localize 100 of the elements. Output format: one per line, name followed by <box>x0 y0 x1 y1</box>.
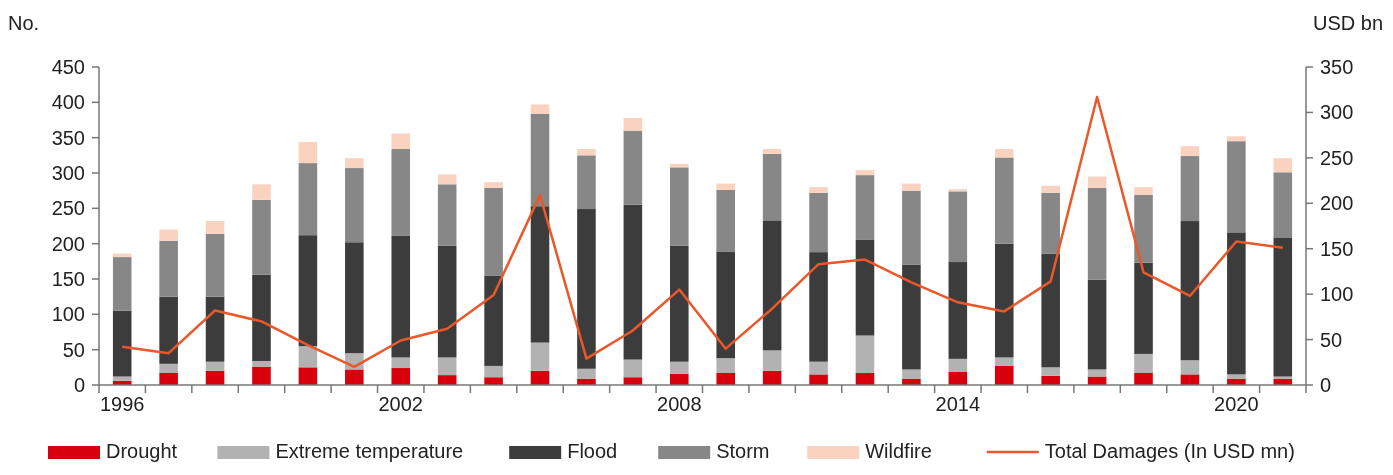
bar <box>948 262 968 359</box>
bar <box>577 368 596 379</box>
y2-tick-label: 200 <box>1320 192 1354 215</box>
y-tick-label: 350 <box>51 126 85 149</box>
bar <box>1180 360 1200 375</box>
bar <box>994 365 1014 385</box>
bar <box>716 372 735 385</box>
bar <box>994 157 1014 244</box>
bar <box>484 187 503 276</box>
bar <box>484 275 503 366</box>
bar <box>159 372 178 385</box>
y-axis-title: No. <box>8 12 40 34</box>
bar <box>252 199 271 275</box>
bar <box>855 175 875 240</box>
bar <box>762 148 782 154</box>
bar <box>345 168 364 243</box>
bar <box>391 357 411 369</box>
bar <box>298 163 318 236</box>
bar <box>159 363 178 373</box>
bar <box>577 209 596 369</box>
bar <box>1273 238 1293 377</box>
bar <box>391 368 411 385</box>
bar <box>1134 353 1153 373</box>
legend-label: Flood <box>567 440 618 462</box>
bar <box>1273 172 1293 239</box>
bar <box>391 235 411 358</box>
bar <box>994 243 1014 358</box>
bar <box>252 184 271 200</box>
bar <box>1087 187 1107 280</box>
bar <box>855 170 875 176</box>
y-tick-label: 0 <box>73 374 85 396</box>
legend-label: Storm <box>716 440 770 462</box>
bar <box>670 361 689 374</box>
bar <box>809 374 828 385</box>
bar <box>1180 374 1200 385</box>
bar <box>530 206 550 343</box>
bar <box>670 167 689 246</box>
bar <box>855 239 875 336</box>
bar <box>484 182 503 188</box>
bar <box>623 117 643 131</box>
bar <box>623 130 643 205</box>
legend-label: Total Damages (In USD mn) <box>1044 440 1295 462</box>
y-tick-label: 150 <box>51 268 85 290</box>
bar <box>716 358 735 373</box>
bar <box>623 204 643 360</box>
bar <box>1087 279 1107 370</box>
bar <box>1227 136 1246 142</box>
bar <box>1041 185 1060 193</box>
bar <box>205 296 225 362</box>
bar <box>391 133 411 149</box>
x-tick-label: 2020 <box>1214 393 1259 415</box>
y2-axis-title: USD bn <box>1312 12 1383 34</box>
bar <box>716 251 735 359</box>
bar <box>994 148 1014 158</box>
bar <box>1041 367 1060 376</box>
bar <box>1227 232 1246 375</box>
bar <box>112 376 132 381</box>
bar <box>1134 187 1153 195</box>
bar <box>252 366 271 385</box>
y-tick-label: 100 <box>51 303 85 326</box>
bar <box>948 191 968 263</box>
bar <box>1134 194 1153 263</box>
y-tick-label: 50 <box>62 338 85 361</box>
bar <box>1273 158 1293 173</box>
bar <box>902 183 921 191</box>
bar <box>252 360 271 367</box>
bar <box>994 357 1014 366</box>
bar <box>345 158 364 169</box>
bar <box>948 189 968 192</box>
bar <box>809 192 828 253</box>
bar <box>1134 372 1153 385</box>
y2-tick-label: 0 <box>1320 374 1332 396</box>
y2-tick-label: 350 <box>1320 56 1354 78</box>
bar <box>1227 374 1246 379</box>
bar <box>437 184 457 246</box>
bar <box>437 174 457 185</box>
x-tick-label: 2002 <box>378 393 423 415</box>
y2-tick-label: 50 <box>1320 328 1343 351</box>
x-tick-label: 2008 <box>657 393 702 415</box>
bar <box>298 141 318 164</box>
y2-tick-label: 250 <box>1320 146 1354 169</box>
bar <box>902 369 921 379</box>
bar <box>1180 221 1200 361</box>
bar <box>1180 156 1200 222</box>
bar <box>530 342 550 371</box>
y2-tick-label: 300 <box>1320 101 1354 124</box>
bar <box>530 104 550 114</box>
bar <box>809 361 828 375</box>
bar <box>345 242 364 354</box>
bar <box>948 358 968 372</box>
bar <box>437 357 457 376</box>
bar <box>205 233 225 297</box>
bar <box>809 187 828 193</box>
bar <box>762 350 782 371</box>
y-tick-label: 400 <box>51 91 85 114</box>
bar <box>298 346 318 368</box>
bar <box>484 377 503 385</box>
bar <box>902 190 921 265</box>
y-tick-label: 450 <box>51 56 85 78</box>
bar <box>1134 262 1153 354</box>
